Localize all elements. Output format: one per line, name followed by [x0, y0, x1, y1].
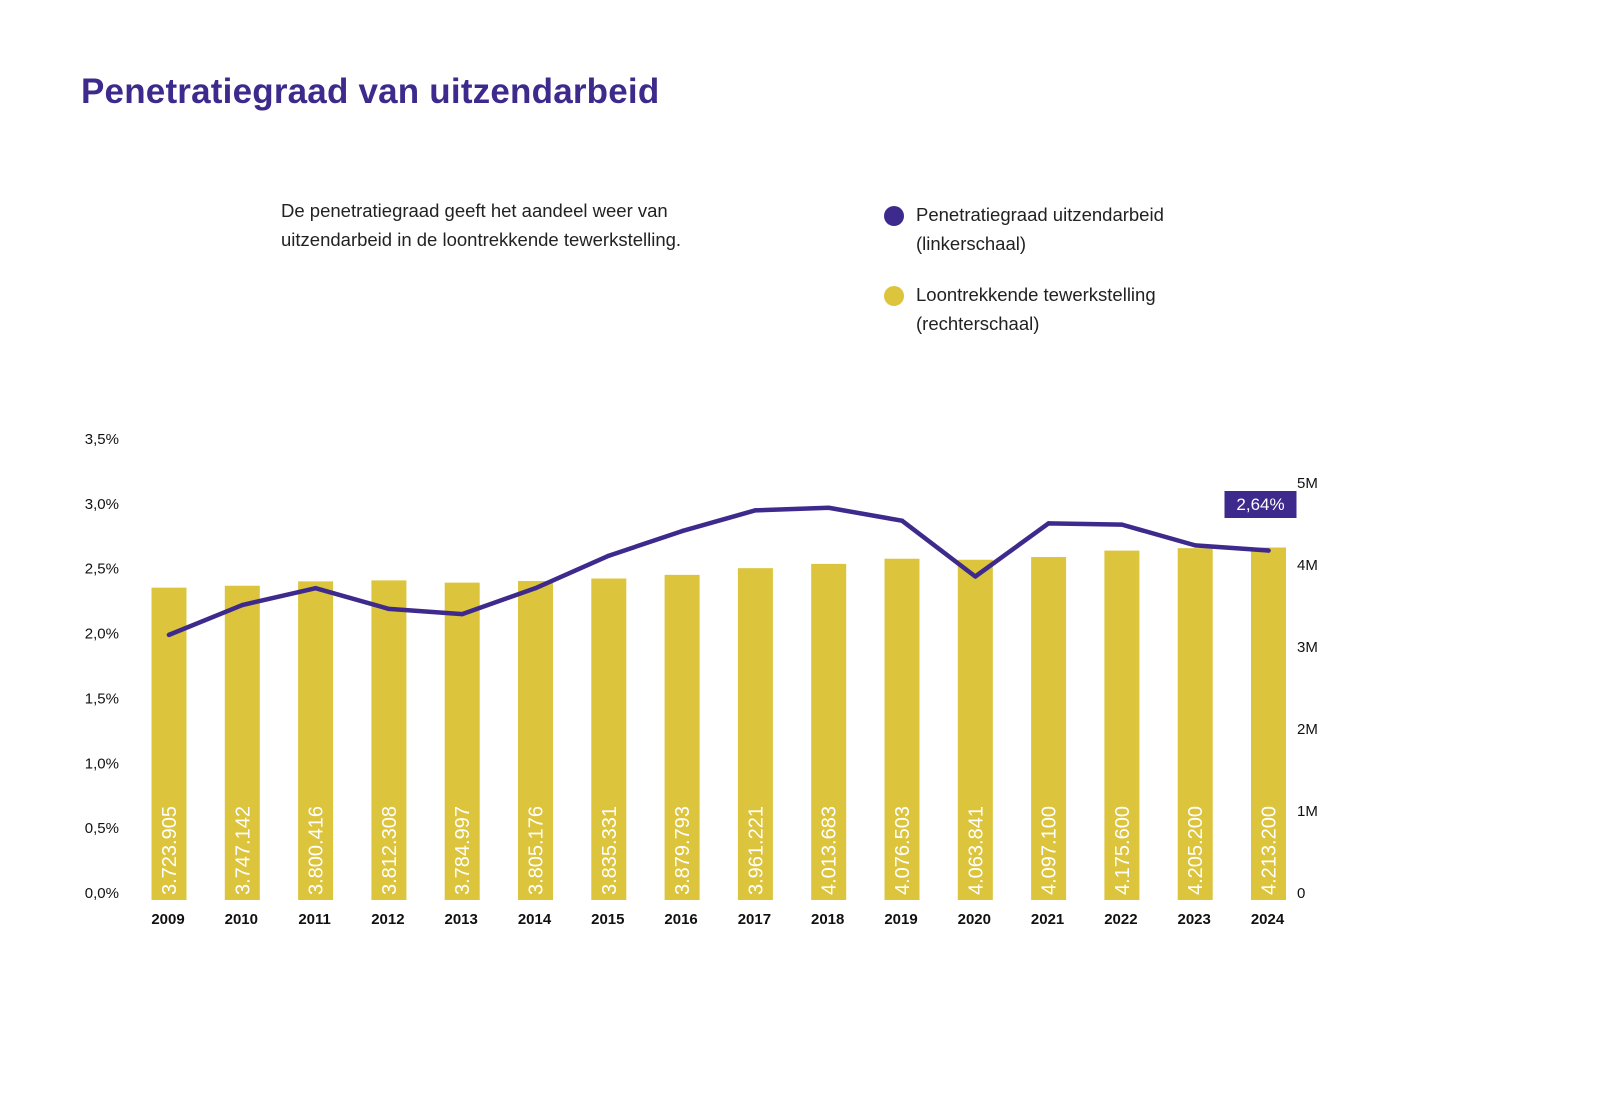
left-axis-tick-label: 0,5% [85, 820, 119, 837]
left-axis-tick-label: 0,0% [85, 885, 119, 902]
right-axis-tick-label: 1M [1297, 803, 1318, 820]
bar-value-label: 3.835.331 [599, 806, 621, 895]
bar [298, 581, 334, 900]
legend-swatch-line [884, 206, 904, 226]
legend-swatch-bar [884, 286, 904, 306]
bar-value-label: 3.961.221 [745, 806, 767, 895]
bar-value-label: 4.013.683 [819, 806, 841, 895]
bar [371, 580, 407, 900]
line-point [679, 528, 685, 534]
bar-value-label: 4.097.100 [1039, 806, 1061, 895]
x-axis-tick-label: 2012 [371, 911, 404, 928]
chart-description: De penetratiegraad geeft het aandeel wee… [281, 200, 682, 250]
x-axis-tick-label: 2018 [811, 911, 844, 928]
x-axis-tick-label: 2017 [738, 911, 771, 928]
x-axis-tick-label: 2013 [445, 911, 478, 928]
bar-value-label: 3.812.308 [379, 806, 401, 895]
line-point [1193, 543, 1198, 548]
bar [1104, 550, 1140, 900]
x-axis-tick-label: 2010 [225, 911, 258, 928]
line-point [1046, 521, 1051, 526]
left-axis-tick-label: 2,0% [85, 626, 119, 643]
x-axis-tick-label: 2019 [884, 911, 917, 928]
line-point [533, 585, 538, 591]
bar-value-label: 4.063.841 [965, 806, 987, 895]
line-point [240, 602, 245, 608]
bar [1177, 548, 1213, 900]
x-axis-tick-label: 2009 [151, 911, 184, 928]
bar-value-label: 4.076.503 [892, 806, 914, 895]
bar-value-label: 4.213.200 [1259, 806, 1281, 895]
left-axis-tick-label: 3,5% [85, 431, 119, 448]
left-axis-tick-label: 1,5% [85, 690, 119, 707]
last-value-callout [1224, 491, 1297, 518]
bar-value-label: 3.879.793 [672, 806, 694, 895]
bar [1251, 547, 1286, 900]
chart-title: Penetratiegraad van uitzendarbeid [81, 72, 660, 111]
line-point [313, 585, 318, 591]
legend-item-penetratiegraad: Penetratiegraad uitzendarbeid (linkersch… [884, 200, 1304, 258]
bar [737, 568, 773, 900]
bar-value-label: 4.175.600 [1112, 806, 1134, 895]
x-axis-tick-label: 2015 [591, 911, 624, 928]
line-point [386, 606, 392, 612]
right-axis-tick-label: 3M [1297, 639, 1318, 656]
bar-value-label: 3.805.176 [526, 806, 548, 895]
right-axis-tick-label: 0 [1297, 885, 1305, 902]
x-axis-tick-label: 2024 [1251, 911, 1285, 928]
legend: Penetratiegraad uitzendarbeid (linkersch… [884, 200, 1304, 360]
right-axis-tick-label: 5M [1297, 475, 1318, 492]
bar-value-label: 3.747.142 [232, 806, 254, 895]
x-axis-tick-label: 2020 [958, 911, 991, 928]
bar [151, 587, 187, 900]
x-axis-tick-label: 2014 [518, 911, 552, 928]
left-axis-tick-label: 2,5% [85, 561, 119, 578]
x-axis-tick-label: 2021 [1031, 911, 1064, 928]
bar [444, 582, 480, 900]
right-axis-tick-label: 4M [1297, 557, 1318, 574]
bar [884, 558, 920, 900]
legend-label-tewerkstelling: Loontrekkende tewerkstelling (rechtersch… [916, 284, 1156, 334]
line-point [1119, 522, 1125, 527]
line-point [460, 611, 465, 617]
line-point [606, 553, 611, 558]
bar [1031, 557, 1067, 900]
left-axis-tick-label: 1,0% [85, 755, 119, 772]
bar-value-label: 4.205.200 [1185, 806, 1207, 895]
bar-value-label: 3.800.416 [306, 806, 328, 895]
line-point [753, 508, 758, 513]
right-axis-tick-label: 2M [1297, 721, 1318, 738]
x-axis-tick-label: 2011 [298, 911, 331, 928]
bar [518, 580, 553, 900]
bar [224, 585, 260, 900]
bar-value-label: 3.723.905 [159, 806, 181, 895]
left-axis-tick-label: 3,0% [85, 496, 119, 513]
line-point [899, 518, 905, 523]
x-axis-tick-label: 2023 [1178, 911, 1211, 928]
penetratiegraad-line [166, 505, 1271, 638]
bar-value-label: 3.784.997 [452, 806, 474, 895]
x-axis-tick-label: 2022 [1104, 911, 1137, 928]
line-point [826, 505, 831, 510]
bar [591, 578, 627, 900]
legend-label-penetratiegraad: Penetratiegraad uitzendarbeid (linkersch… [916, 204, 1164, 254]
last-value-callout-label: 2,64% [1236, 495, 1284, 514]
x-axis-tick-label: 2016 [664, 911, 697, 928]
bar [957, 559, 993, 900]
line-point [973, 574, 978, 579]
line-point [1266, 548, 1271, 553]
bar [811, 563, 847, 900]
bar [664, 574, 700, 900]
legend-item-tewerkstelling: Loontrekkende tewerkstelling (rechtersch… [884, 280, 1304, 338]
line-point [166, 632, 172, 638]
